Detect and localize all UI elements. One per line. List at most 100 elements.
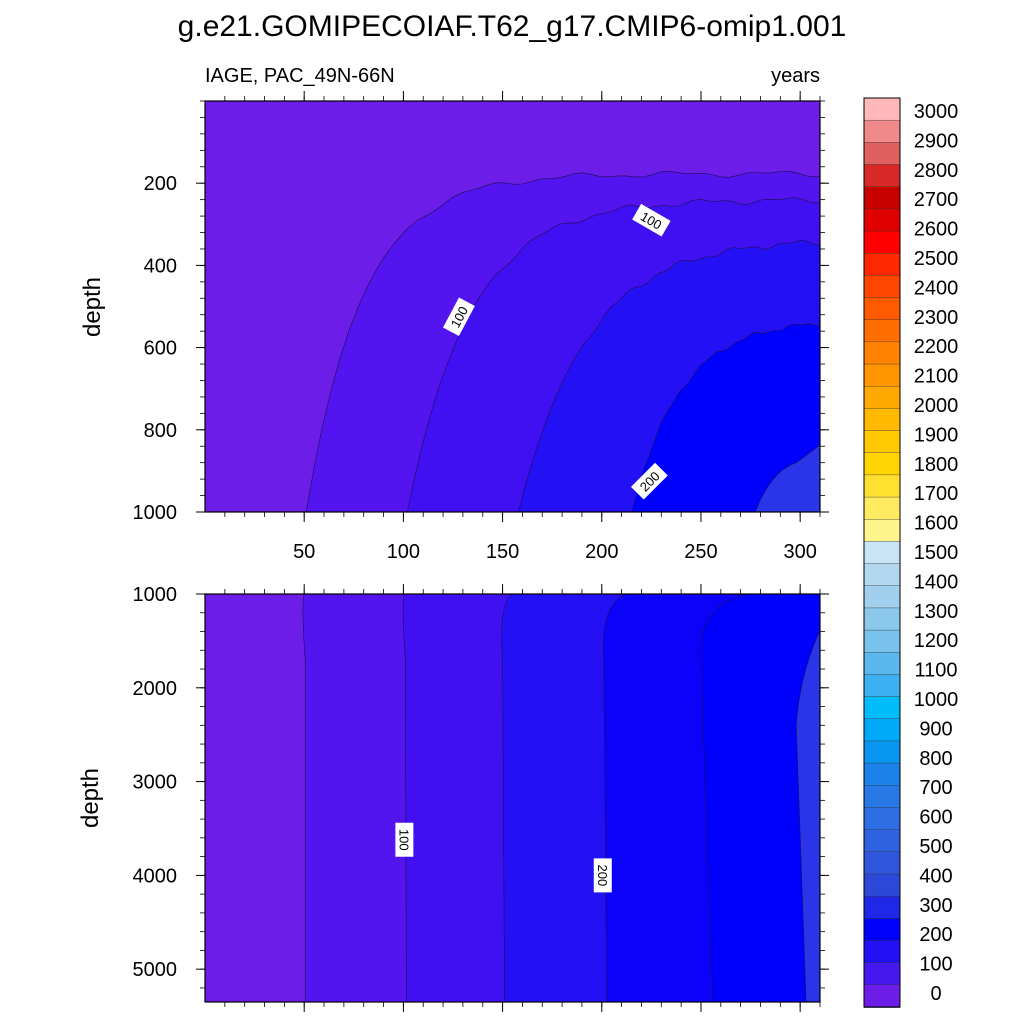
colorbar-label: 1600 xyxy=(914,513,959,535)
colorbar-segment xyxy=(863,119,901,144)
lower-contour-label-text: 100 xyxy=(396,829,411,851)
colorbar-segment xyxy=(863,585,901,609)
colorbar-segment xyxy=(863,851,901,875)
colorbar-segment xyxy=(863,652,901,676)
colorbar-segment xyxy=(863,674,901,698)
lower-region-250-300 xyxy=(700,594,820,1002)
colorbar-segment xyxy=(863,319,901,343)
colorbar-segment xyxy=(863,275,901,299)
upper-xtick-label: 150 xyxy=(486,541,519,563)
lower-ytick-label: 2000 xyxy=(133,678,178,700)
colorbar-segment xyxy=(863,230,901,254)
colorbar-segment xyxy=(863,208,901,232)
colorbar-segment xyxy=(863,807,901,831)
lower-ytick-label: 5000 xyxy=(133,959,178,981)
colorbar-label: 2100 xyxy=(914,366,959,388)
lower-contour-label-text: 200 xyxy=(595,865,610,887)
colorbar-label: 500 xyxy=(919,836,952,858)
upper-ytick-label: 800 xyxy=(144,420,177,442)
colorbar-segment xyxy=(863,496,901,521)
colorbar-segment xyxy=(863,718,901,742)
colorbar-label: 2200 xyxy=(914,336,959,358)
colorbar-label: 0 xyxy=(930,983,941,1005)
colorbar-segment xyxy=(863,519,901,543)
upper-xtick-label: 200 xyxy=(585,541,618,563)
colorbar-segment xyxy=(863,430,901,454)
colorbar-segment xyxy=(863,297,901,321)
colorbar-label: 800 xyxy=(919,748,952,770)
colorbar-label: 2500 xyxy=(914,248,959,270)
colorbar-label: 2600 xyxy=(914,219,959,241)
colorbar-segment xyxy=(863,408,901,432)
colorbar-segment xyxy=(863,474,901,498)
lower-region-300-plus xyxy=(795,629,820,1002)
lower-y-axis-label: depth xyxy=(77,768,104,828)
colorbar-label: 2700 xyxy=(914,189,959,211)
colorbar-label: 1400 xyxy=(914,571,959,593)
left-string: IAGE, PAC_49N-66N xyxy=(205,65,395,87)
colorbar-segment xyxy=(863,829,901,853)
upper-xtick-label: 50 xyxy=(293,541,315,563)
colorbar-segment xyxy=(863,762,901,787)
upper-contour-label: 100 xyxy=(443,297,475,337)
colorbar: 3000290028002700260025002400230022002100… xyxy=(863,97,959,1008)
upper-ytick-label: 200 xyxy=(144,173,177,195)
colorbar-label: 2400 xyxy=(914,277,959,299)
colorbar-segment xyxy=(863,452,901,476)
upper-ytick-label: 1000 xyxy=(133,502,178,524)
chart-title: g.e21.GOMIPECOIAF.T62_g17.CMIP6-omip1.00… xyxy=(178,10,847,43)
colorbar-label: 2300 xyxy=(914,307,959,329)
colorbar-segment xyxy=(863,962,901,986)
colorbar-segment xyxy=(863,873,901,897)
colorbar-segment xyxy=(863,252,901,277)
colorbar-segment xyxy=(863,363,901,388)
lower-plot-frame xyxy=(204,593,821,1003)
colorbar-label: 100 xyxy=(919,954,952,976)
colorbar-segment xyxy=(863,164,901,188)
colorbar-segment xyxy=(863,142,901,166)
colorbar-label: 3000 xyxy=(914,101,959,123)
colorbar-segment xyxy=(863,696,901,720)
colorbar-segment xyxy=(863,785,901,809)
colorbar-segment xyxy=(863,97,901,121)
colorbar-label: 700 xyxy=(919,777,952,799)
colorbar-label: 1000 xyxy=(914,689,959,711)
colorbar-label: 300 xyxy=(919,895,952,917)
upper-ytick-label: 600 xyxy=(144,338,177,360)
colorbar-label: 1700 xyxy=(914,483,959,505)
colorbar-segment xyxy=(863,984,901,1008)
colorbar-segment xyxy=(863,918,901,942)
colorbar-label: 900 xyxy=(919,718,952,740)
upper-xtick-label: 300 xyxy=(783,541,816,563)
colorbar-frame xyxy=(863,97,901,1008)
colorbar-label: 1100 xyxy=(914,660,957,682)
colorbar-segment xyxy=(863,940,901,964)
upper-region-250-300 xyxy=(755,444,820,512)
lower-ytick-label: 3000 xyxy=(133,772,178,794)
lower-ytick-label: 1000 xyxy=(133,584,178,606)
right-string: years xyxy=(771,65,820,87)
colorbar-label: 1500 xyxy=(914,542,959,564)
colorbar-label: 200 xyxy=(919,924,952,946)
colorbar-segment xyxy=(863,607,901,631)
lower-ytick-label: 4000 xyxy=(133,865,178,887)
colorbar-segment xyxy=(863,563,901,587)
upper-xtick-label: 100 xyxy=(387,541,420,563)
upper-y-axis-label: depth xyxy=(79,277,106,337)
upper-contour-label: 100 xyxy=(632,203,671,237)
colorbar-segment xyxy=(863,186,901,210)
colorbar-label: 2000 xyxy=(914,395,959,417)
colorbar-segment xyxy=(863,740,901,764)
colorbar-segment xyxy=(863,386,901,410)
colorbar-label: 400 xyxy=(919,865,952,887)
upper-xtick-label: 250 xyxy=(684,541,717,563)
upper-plot-frame xyxy=(204,100,821,513)
colorbar-label: 1300 xyxy=(914,601,959,623)
colorbar-segment xyxy=(863,895,901,920)
lower-contour-label: 100 xyxy=(395,822,414,857)
colorbar-label: 2800 xyxy=(914,160,959,182)
colorbar-segment xyxy=(863,629,901,654)
colorbar-segment xyxy=(863,541,901,565)
